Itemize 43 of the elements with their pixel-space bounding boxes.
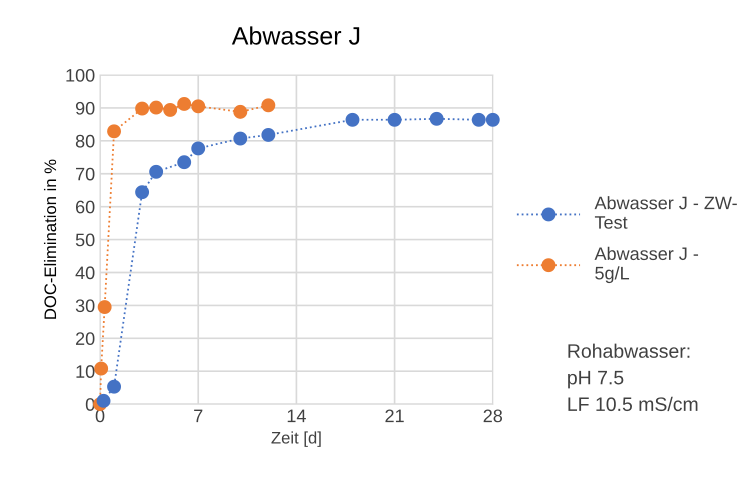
point [94,362,108,376]
point [107,380,122,394]
point [149,164,164,179]
y-tick-label: 30 [76,299,94,312]
x-tick-label: 14 [288,410,306,422]
point [163,102,178,117]
point [388,112,402,127]
y-tick-label: 40 [76,266,94,280]
point [346,112,360,127]
text: Rohabwasser: pH 7.5 LF 10.5 mS/cm [568,344,698,412]
point [261,98,276,112]
point [98,300,112,314]
point [430,112,444,126]
point [107,124,122,138]
y-axis-title: DOC-Elimination in % [44,160,56,319]
y-tick-label: 90 [76,102,94,115]
x-tick-label: 28 [484,409,502,422]
point [177,155,192,170]
point [135,185,150,200]
y-tick-label: 100 [66,68,94,82]
point [149,100,164,115]
x-tick-label: 7 [194,410,202,422]
point [177,97,192,111]
y-tick-label: 70 [76,168,94,180]
point [191,99,206,114]
point [233,104,248,119]
y-tick-label: 60 [76,200,94,214]
chart-title: Abwasser J [232,26,360,45]
x-axis-title: Zeit [d] [271,431,321,447]
y-tick-label: 80 [76,134,94,148]
x-tick-label: 21 [385,409,404,422]
point [135,102,150,116]
point [261,128,276,142]
y-tick-label: 50 [76,234,94,246]
point [233,132,248,146]
point [191,141,206,156]
point [486,112,500,127]
legend-label: Abwasser J - ZW- Test [594,196,737,229]
point [472,112,486,127]
legend-label: Abwasser J - 5g/L [594,246,698,284]
point [96,394,110,408]
y-tick-label: 20 [76,332,94,346]
y-tick-label: 10 [76,365,94,378]
